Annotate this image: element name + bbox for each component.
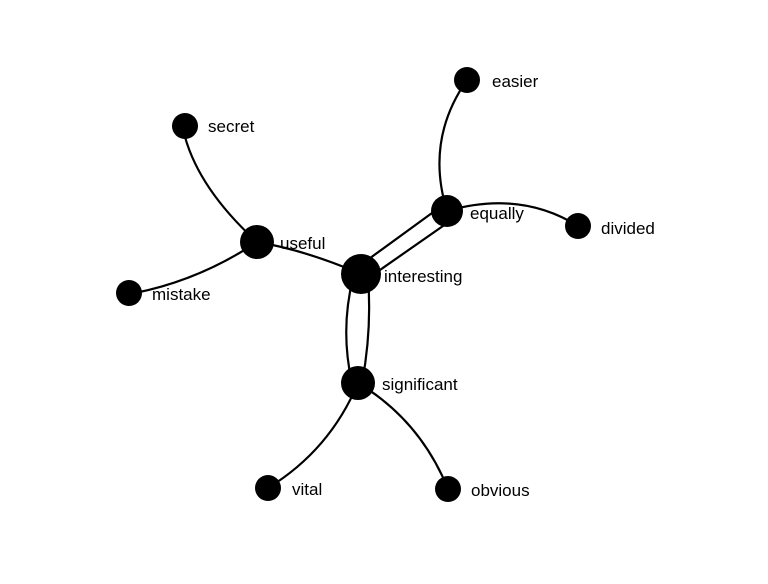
node-vital[interactable]: vital <box>255 475 322 501</box>
edge-equally-easier <box>438 78 469 213</box>
edge-interesting-equally-b <box>365 217 455 281</box>
node-obvious[interactable]: obvious <box>435 476 530 502</box>
edge-significant-vital <box>266 381 360 490</box>
node-divided-label: divided <box>601 219 655 238</box>
edge-significant-obvious <box>356 381 450 491</box>
node-interesting-label: interesting <box>384 267 462 286</box>
node-secret-label: secret <box>208 117 255 136</box>
node-equally[interactable]: equally <box>431 195 524 227</box>
node-useful-dot[interactable] <box>240 225 274 259</box>
node-easier[interactable]: easier <box>454 67 539 93</box>
node-significant-dot[interactable] <box>341 366 375 400</box>
node-secret-dot[interactable] <box>172 113 198 139</box>
node-equally-label: equally <box>470 204 524 223</box>
node-interesting[interactable]: interesting <box>341 254 462 294</box>
node-vital-dot[interactable] <box>255 475 281 501</box>
edge-useful-secret <box>183 135 259 244</box>
node-divided[interactable]: divided <box>565 213 655 239</box>
node-obvious-label: obvious <box>471 481 530 500</box>
node-mistake[interactable]: mistake <box>116 280 211 306</box>
node-vital-label: vital <box>292 480 322 499</box>
node-easier-label: easier <box>492 72 539 91</box>
node-interesting-dot[interactable] <box>341 254 381 294</box>
edge-equally-divided <box>445 202 580 228</box>
node-divided-dot[interactable] <box>565 213 591 239</box>
node-easier-dot[interactable] <box>454 67 480 93</box>
node-useful[interactable]: useful <box>240 225 325 259</box>
node-significant[interactable]: significant <box>341 366 458 400</box>
node-mistake-label: mistake <box>152 285 211 304</box>
nodes-layer: interesting useful secret mistake equall… <box>116 67 655 502</box>
node-obvious-dot[interactable] <box>435 476 461 502</box>
node-useful-label: useful <box>280 234 325 253</box>
node-significant-label: significant <box>382 375 458 394</box>
node-secret[interactable]: secret <box>172 113 255 139</box>
node-equally-dot[interactable] <box>431 195 463 227</box>
node-mistake-dot[interactable] <box>116 280 142 306</box>
